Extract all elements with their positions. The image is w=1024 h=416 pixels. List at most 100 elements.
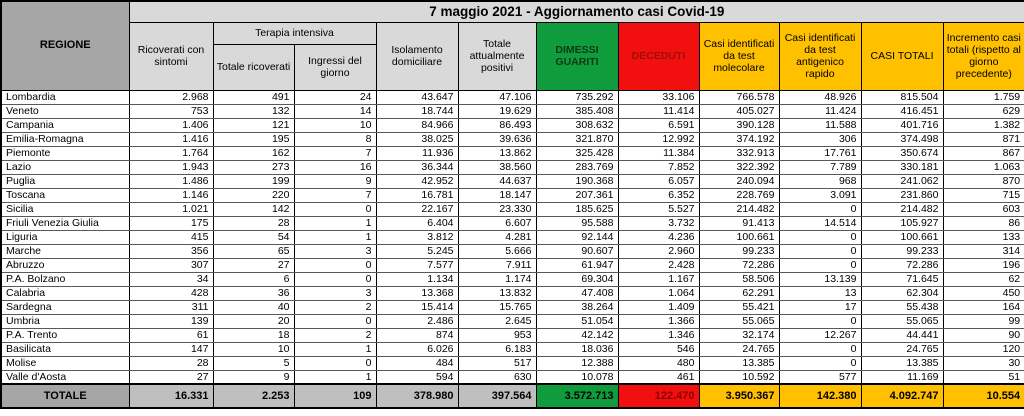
region-name-cell: Emilia-Romagna <box>0 131 130 147</box>
col-header-ricoverati-con-sintomi: Ricoverati con sintomi <box>128 21 214 91</box>
value-cell: 1 <box>293 341 377 357</box>
value-cell: 16 <box>293 159 377 175</box>
value-cell: 13.832 <box>457 285 537 301</box>
value-cell: 51.054 <box>535 313 619 329</box>
col-header-dimessi-guariti: DIMESSI GUARITI <box>535 21 619 91</box>
value-cell: 17 <box>778 299 862 315</box>
value-cell: 7 <box>293 145 377 161</box>
value-cell: 6.183 <box>457 341 537 357</box>
region-name-cell: Friuli Venezia Giulia <box>0 215 130 231</box>
value-cell: 332.913 <box>698 145 780 161</box>
value-cell: 867 <box>942 145 1024 161</box>
table-row: Calabria 428 36 3 13.368 13.832 47.408 1.064 62.… <box>0 285 1024 301</box>
region-name-cell: Basilicata <box>0 341 130 357</box>
value-cell: 240.094 <box>698 173 780 189</box>
value-cell: 3 <box>293 285 377 301</box>
value-cell: 51 <box>942 369 1024 385</box>
totale-value-cell: 16.331 <box>128 383 214 409</box>
value-cell: 47.408 <box>535 285 619 301</box>
value-cell: 11.936 <box>375 145 459 161</box>
value-cell: 325.428 <box>535 145 619 161</box>
value-cell: 1.382 <box>942 117 1024 133</box>
region-name-cell: Puglia <box>0 173 130 189</box>
value-cell: 43.647 <box>375 89 459 105</box>
value-cell: 2.428 <box>617 257 700 273</box>
value-cell: 62.291 <box>698 285 780 301</box>
value-cell: 0 <box>778 229 862 245</box>
region-name-cell: Liguria <box>0 229 130 245</box>
value-cell: 461 <box>617 369 700 385</box>
value-cell: 139 <box>128 313 214 329</box>
value-cell: 91.413 <box>698 215 780 231</box>
value-cell: 34 <box>128 271 214 287</box>
value-cell: 428 <box>128 285 214 301</box>
value-cell: 6.026 <box>375 341 459 357</box>
totale-value-cell: 3.950.367 <box>698 383 780 409</box>
totale-value-cell: 122.470 <box>617 383 700 409</box>
table-row: Lazio 1.943 273 16 36.344 38.560 283.769 7.852 3… <box>0 159 1024 175</box>
value-cell: 7 <box>293 187 377 203</box>
value-cell: 86.493 <box>457 117 537 133</box>
value-cell: 6.404 <box>375 215 459 231</box>
value-cell: 121 <box>212 117 295 133</box>
value-cell: 1.409 <box>617 299 700 315</box>
value-cell: 214.482 <box>698 201 780 217</box>
region-name-cell: Lombardia <box>0 89 130 105</box>
value-cell: 12.388 <box>535 355 619 371</box>
value-cell: 92.144 <box>535 229 619 245</box>
value-cell: 8 <box>293 131 377 147</box>
value-cell: 1.764 <box>128 145 214 161</box>
value-cell: 6.607 <box>457 215 537 231</box>
totale-value-cell: 397.564 <box>457 383 537 409</box>
col-header-isolamento-domiciliare: Isolamento domiciliare <box>375 21 459 91</box>
value-cell: 374.192 <box>698 131 780 147</box>
region-name-cell: Sardegna <box>0 299 130 315</box>
value-cell: 58.506 <box>698 271 780 287</box>
value-cell: 0 <box>293 201 377 217</box>
value-cell: 603 <box>942 201 1024 217</box>
value-cell: 13.385 <box>860 355 944 371</box>
value-cell: 0 <box>778 243 862 259</box>
value-cell: 42.142 <box>535 327 619 343</box>
value-cell: 308.632 <box>535 117 619 133</box>
value-cell: 350.674 <box>860 145 944 161</box>
value-cell: 1.759 <box>942 89 1024 105</box>
region-name-cell: Calabria <box>0 285 130 301</box>
table-body: Lombardia 2.968 491 24 43.647 47.106 735.292 33… <box>0 89 1024 409</box>
value-cell: 30 <box>942 355 1024 371</box>
region-name-cell: Veneto <box>0 103 130 119</box>
value-cell: 20 <box>212 313 295 329</box>
value-cell: 228.769 <box>698 187 780 203</box>
value-cell: 99.233 <box>698 243 780 259</box>
value-cell: 22.167 <box>375 201 459 217</box>
region-name-cell: Lazio <box>0 159 130 175</box>
value-cell: 1.346 <box>617 327 700 343</box>
value-cell: 3.812 <box>375 229 459 245</box>
region-name-cell: P.A. Trento <box>0 327 130 343</box>
value-cell: 6.591 <box>617 117 700 133</box>
value-cell: 1 <box>293 229 377 245</box>
table-row: Molise 28 5 0 484 517 12.388 480 13.385 0 13.385 30 <box>0 355 1024 371</box>
value-cell: 71.645 <box>860 271 944 287</box>
value-cell: 61 <box>128 327 214 343</box>
value-cell: 374.498 <box>860 131 944 147</box>
value-cell: 6 <box>212 271 295 287</box>
value-cell: 220 <box>212 187 295 203</box>
value-cell: 5.527 <box>617 201 700 217</box>
region-name-cell: Toscana <box>0 187 130 203</box>
region-name-cell: Abruzzo <box>0 257 130 273</box>
table-row: Piemonte 1.764 162 7 11.936 13.862 325.428 11.3… <box>0 145 1024 161</box>
value-cell: 356 <box>128 243 214 259</box>
value-cell: 2.968 <box>128 89 214 105</box>
totale-value-cell: 4.092.747 <box>860 383 944 409</box>
value-cell: 3.732 <box>617 215 700 231</box>
value-cell: 33.106 <box>617 89 700 105</box>
value-cell: 0 <box>293 355 377 371</box>
value-cell: 72.286 <box>860 257 944 273</box>
value-cell: 44.637 <box>457 173 537 189</box>
value-cell: 38.025 <box>375 131 459 147</box>
header-row-upper: Ricoverati con sintomi Terapia intensiva… <box>1 21 1024 91</box>
col-header-totale-ricoverati: Totale ricoverati <box>212 43 295 91</box>
value-cell: 28 <box>128 355 214 371</box>
value-cell: 18 <box>212 327 295 343</box>
